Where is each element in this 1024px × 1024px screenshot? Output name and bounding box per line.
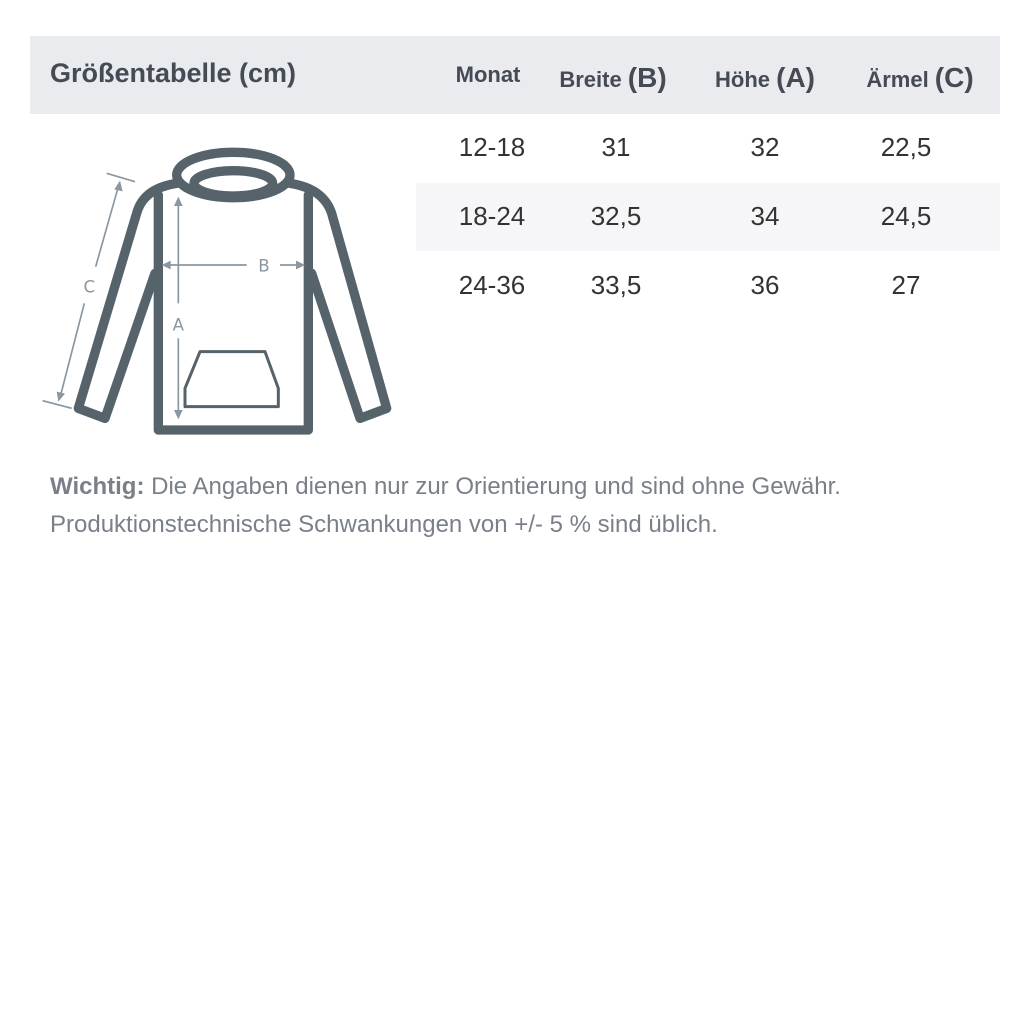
column-label: Monat <box>455 62 521 87</box>
column-label: Ärmel <box>866 67 935 92</box>
measurement-arrows <box>42 172 305 420</box>
column-header-height: Höhe (A) <box>715 62 815 94</box>
label-c: C <box>84 278 96 297</box>
disclaimer-note: Wichtig: Die Angaben dienen nur zur Orie… <box>50 468 841 544</box>
cell-height: 36 <box>750 270 780 300</box>
table-row: 12-18 31 32 22,5 <box>416 114 1000 182</box>
column-label: Höhe <box>715 67 777 92</box>
note-line-1: Die Angaben dienen nur zur Orientierung … <box>144 473 841 500</box>
cell-sleeve: 22,5 <box>880 132 932 162</box>
table-header: Größentabelle (cm) Monat Breite (B) Höhe… <box>30 36 1000 114</box>
cell-sleeve: 27 <box>891 270 921 300</box>
hoodie-outline <box>73 147 392 435</box>
cell-month: 24-36 <box>458 270 526 300</box>
cell-width: 31 <box>601 132 631 162</box>
page-title: Größentabelle (cm) <box>50 58 297 88</box>
cell-height: 32 <box>750 132 780 162</box>
note-label: Wichtig: <box>50 473 145 500</box>
column-letter: (B) <box>627 62 667 93</box>
note-line-2: Produktionstechnische Schwankungen von +… <box>50 511 718 538</box>
column-header-month: Monat <box>456 62 521 88</box>
column-letter: (A) <box>776 62 815 93</box>
column-header-sleeve: Ärmel (C) <box>866 62 973 94</box>
hoodie-diagram: A B C <box>42 147 392 435</box>
label-a: A <box>173 316 185 335</box>
cell-height: 34 <box>750 201 780 231</box>
column-label: Breite <box>559 67 628 92</box>
table-row: 24-36 33,5 36 27 <box>416 252 1000 320</box>
column-header-width: Breite (B) <box>559 62 666 94</box>
cell-width: 33,5 <box>590 270 642 300</box>
cell-month: 12-18 <box>458 132 526 162</box>
column-letter: (C) <box>934 62 974 93</box>
cell-month: 18-24 <box>458 201 526 231</box>
table-row: 18-24 32,5 34 24,5 <box>416 183 1000 251</box>
cell-width: 32,5 <box>590 201 642 231</box>
cell-sleeve: 24,5 <box>880 201 932 231</box>
label-b: B <box>258 256 269 275</box>
